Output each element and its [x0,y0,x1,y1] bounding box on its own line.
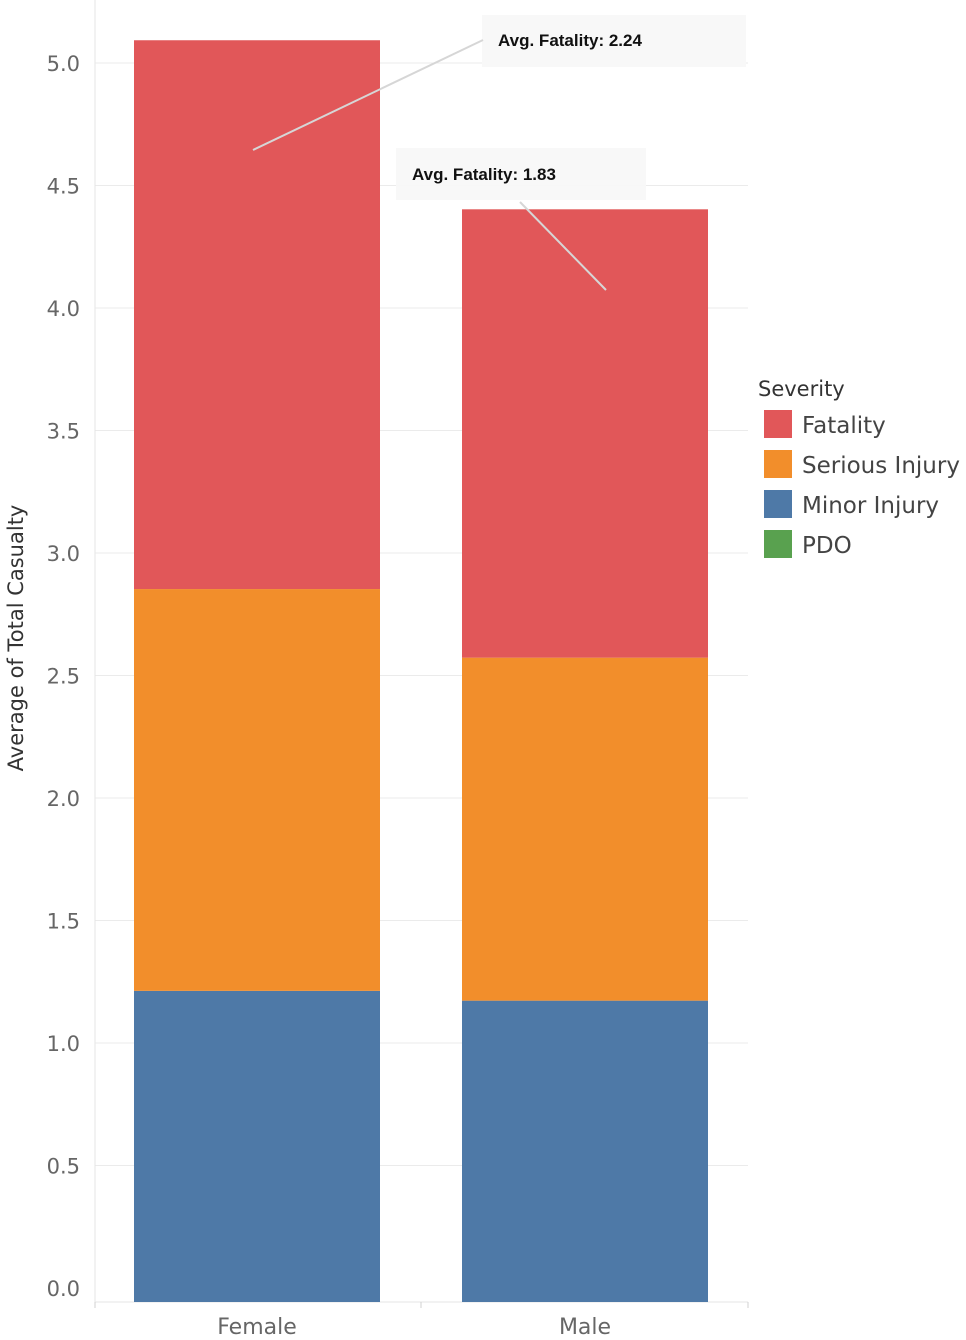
bar-male-minor-injury[interactable] [462,1000,708,1302]
legend-title: Severity [758,377,845,401]
bar-female-serious-injury[interactable] [134,589,380,991]
y-tick-label: 0.0 [47,1277,80,1301]
annotation-text: Avg. Fatality: 2.24 [498,31,642,50]
legend-label: Fatality [802,413,886,439]
legend-label: Minor Injury [802,493,939,519]
y-tick-label: 2.0 [47,787,80,811]
y-tick-label: 1.0 [47,1032,80,1056]
annotations: Avg. Fatality: 2.24 Avg. Fatality: 1.83 [252,15,746,291]
legend-swatch-pdo[interactable] [764,530,792,558]
legend-swatch-fatality[interactable] [764,410,792,438]
y-tick-label: 3.0 [47,542,80,566]
annotation-text: Avg. Fatality: 1.83 [412,165,556,184]
y-tick-label: 5.0 [47,52,80,76]
y-tick-label: 0.5 [47,1155,80,1179]
annotation-box [482,15,746,67]
legend-label: Serious Injury [802,453,960,479]
x-tick-label: Male [559,1315,611,1340]
legend-swatch-minor-injury[interactable] [764,490,792,518]
y-axis-label: Average of Total Casualty [4,505,28,772]
legend: Severity Fatality Serious Injury Minor Inju… [758,377,960,559]
bar-female-fatality[interactable] [134,40,380,590]
y-tick-label: 3.5 [47,420,80,444]
y-tick-label: 4.0 [47,297,80,321]
legend-swatch-serious-injury[interactable] [764,450,792,478]
y-tick-label: 1.5 [47,910,80,934]
y-tick-label: 2.5 [47,665,80,689]
bar-female-minor-injury[interactable] [134,990,380,1302]
annotation-box [396,148,646,200]
annotation-leader-line [252,39,484,151]
legend-label: PDO [802,533,852,559]
annotation-leader-line [519,201,607,291]
y-tick-label: 4.5 [47,175,80,199]
bars [134,40,708,1302]
bar-male-serious-injury[interactable] [462,657,708,1001]
x-tick-label: Female [217,1315,297,1340]
bar-male-fatality[interactable] [462,209,708,658]
